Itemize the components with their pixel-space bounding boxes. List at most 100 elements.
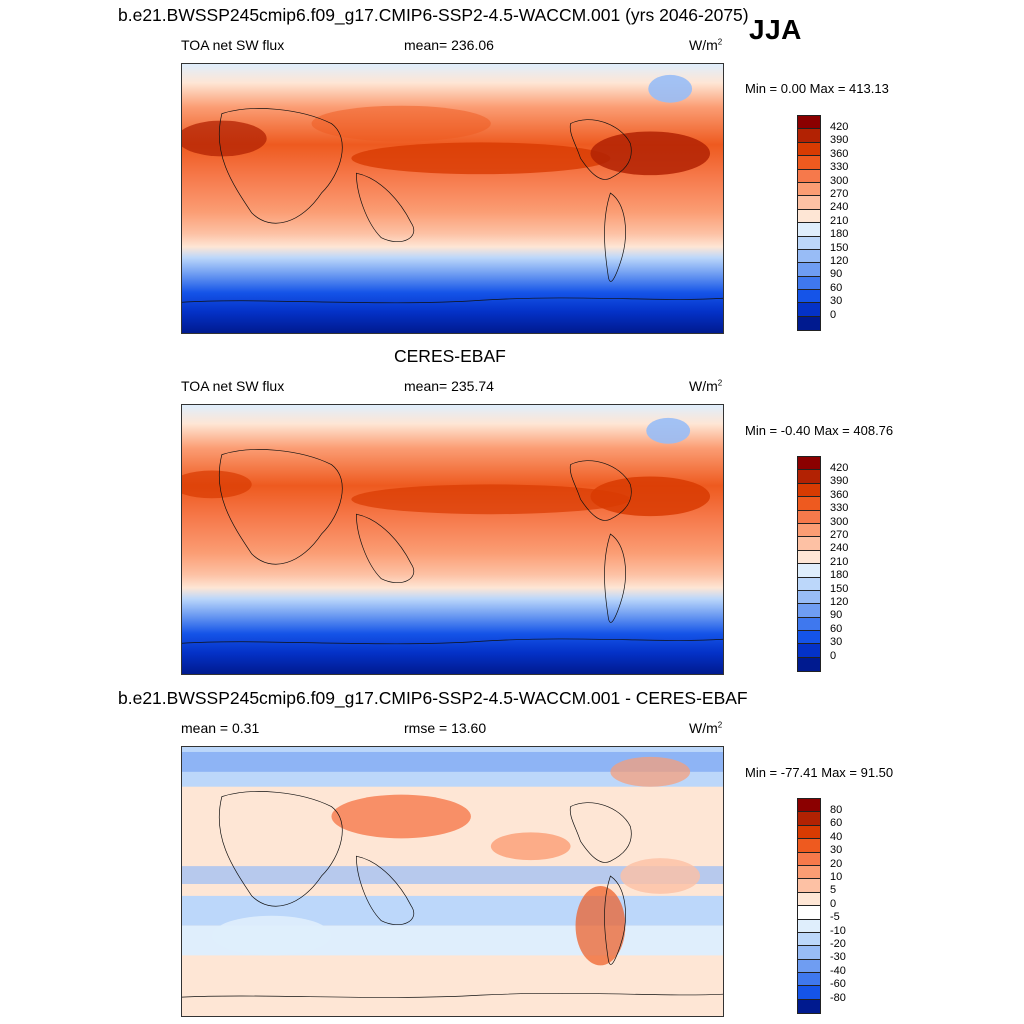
panel1-colorbar-swatch [798,156,820,170]
panel3-colorbar-swatch [798,852,820,866]
panel1-colorbar-swatch [798,303,820,317]
colorbar-tick-label: 80 [830,804,843,816]
panel2-units: W/m2 [689,378,723,394]
colorbar-tick-label: 240 [830,201,849,214]
panel3-colorbar-swatch [798,865,820,880]
panel2-colorbar-swatch [798,657,820,672]
colorbar-tick-label: -30 [830,951,846,964]
colorbar-tick-label: -80 [830,991,846,1004]
colorbar-tick-label: 5 [830,884,837,897]
panel2-colorbar-swatch [798,564,820,578]
colorbar-tick-label: 420 [830,121,849,133]
panel1-colorbar-swatch [798,249,820,264]
colorbar-tick-label: 60 [830,281,843,294]
panel3-colorbar-swatch [798,959,820,974]
panel2-colorbar-swatch [798,457,820,471]
panel1-colorbar-swatch [798,169,820,183]
colorbar-tick-label: 210 [830,214,849,227]
panel2-title: CERES-EBAF [394,346,506,366]
panel1-units: W/m2 [689,37,723,53]
colorbar-tick-label: 330 [830,502,849,515]
colorbar-tick-label: 420 [830,462,849,474]
panel2-colorbar-swatch [798,510,820,524]
colorbar-tick-label: 150 [830,241,849,254]
panel2-colorbar-swatch [798,644,820,658]
panel1-colorbar-swatch [798,263,820,277]
panel1-colorbar [797,115,821,332]
panel2-colorbar-swatch [798,497,820,511]
panel3-colorbar [797,798,821,1015]
colorbar-tick-label: 30 [830,636,843,649]
panel3-colorbar-swatch [798,973,820,987]
colorbar-tick-label: -5 [830,911,840,924]
colorbar-tick-label: 300 [830,515,849,528]
panel2-colorbar-swatch [798,483,820,498]
panel1-colorbar-swatch [798,182,820,197]
panel3-colorbar-swatch [798,892,820,907]
panel2-mean-label: mean= 235.74 [404,378,494,394]
colorbar-tick-label: 120 [830,255,849,267]
panel3-title: b.e21.BWSSP245cmip6.f09_g17.CMIP6-SSP2-4… [118,688,748,708]
panel3-rmse-label: rmse = 13.60 [404,720,487,736]
colorbar-tick-label: 10 [830,871,843,883]
colorbar-tick-label: -10 [830,924,846,937]
colorbar-tick-label: 390 [830,475,849,488]
colorbar-tick-label: 20 [830,857,843,870]
colorbar-tick-label: 60 [830,817,843,830]
panel2-colorbar [797,456,821,673]
panel2-colorbar-swatch [798,577,820,591]
colorbar-tick-label: 240 [830,542,849,555]
season-label: JJA [749,14,802,45]
panel2-colorbar-swatch [798,550,820,565]
colorbar-tick-label: 0 [830,308,837,321]
colorbar-tick-label: 330 [830,161,849,174]
panel3-colorbar-swatch [798,919,820,933]
colorbar-tick-label: 0 [830,649,837,662]
panel1-minmax: Min = 0.00 Max = 413.13 [745,81,889,96]
panel2-variable-label: TOA net SW flux [181,378,285,394]
colorbar-tick-label: -20 [830,938,846,950]
colorbar-tick-label: 300 [830,174,849,187]
panel2-colorbar-swatch [798,537,820,551]
panel1-colorbar-swatch [798,236,820,250]
colorbar-tick-label: 390 [830,134,849,147]
panel1-colorbar-swatch [798,129,820,143]
colorbar-tick-label: 60 [830,622,843,635]
panel1-colorbar-swatch [798,290,820,304]
panel1-colorbar-swatch [798,276,820,291]
colorbar-tick-label: 210 [830,555,849,568]
panel1-colorbar-swatch [798,223,820,237]
colorbar-tick-label: 40 [830,830,843,843]
colorbar-tick-label: 180 [830,228,849,241]
panel2-colorbar-swatch [798,523,820,538]
colorbar-tick-label: 180 [830,569,849,582]
panel1-map [181,63,724,334]
panel3-colorbar-swatch [798,839,820,853]
panel3-minmax: Min = -77.41 Max = 91.50 [745,765,894,780]
panel2-colorbar-swatch [798,604,820,618]
colorbar-tick-label: -60 [830,978,846,991]
colorbar-tick-label: 90 [830,268,843,281]
panel3-units: W/m2 [689,720,723,736]
colorbar-tick-label: -40 [830,964,846,977]
colorbar-tick-label: 90 [830,609,843,622]
colorbar-tick-label: 0 [830,897,837,910]
panel3-mean-label: mean = 0.31 [181,720,260,736]
colorbar-tick-label: 120 [830,596,849,608]
panel1-colorbar-swatch [798,142,820,157]
panel2-colorbar-swatch [798,617,820,632]
panel1-variable-label: TOA net SW flux [181,37,285,53]
panel3-map [181,746,724,1017]
panel3-colorbar-swatch [798,906,820,920]
panel1-colorbar-swatch [798,196,820,210]
panel3-colorbar-swatch [798,932,820,947]
colorbar-tick-label: 360 [830,488,849,501]
panel3-colorbar-swatch [798,812,820,826]
panel2-map [181,404,724,675]
colorbar-tick-label: 270 [830,529,849,541]
panel3-colorbar-swatch [798,799,820,813]
colorbar-tick-label: 150 [830,582,849,595]
panel3-colorbar-swatch [798,986,820,1000]
colorbar-tick-label: 360 [830,147,849,160]
colorbar-tick-label: 30 [830,295,843,308]
